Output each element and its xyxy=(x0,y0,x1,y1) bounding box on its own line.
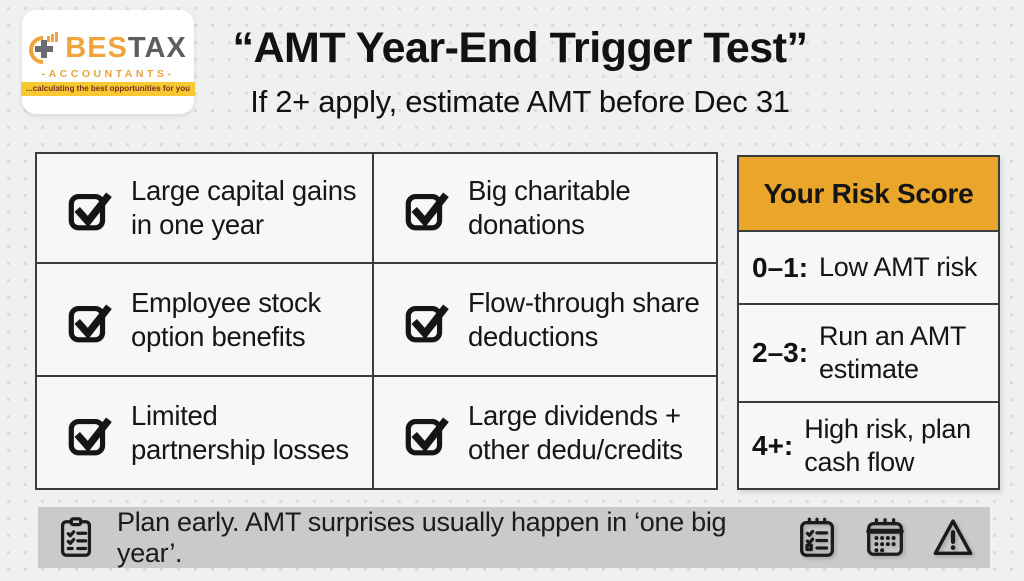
risk-score-label: Low AMT risk xyxy=(819,252,977,283)
bestax-logo-card: BESTAX -ACCOUNTANTS- ...calculating the … xyxy=(21,10,196,114)
checklist-item-label: Large capital gains in one year xyxy=(131,175,357,240)
checked-checkbox-icon xyxy=(405,192,449,231)
bestax-logo-mark xyxy=(29,31,59,64)
risk-score-range: 4+: xyxy=(752,429,794,461)
risk-score-range: 2–3: xyxy=(752,337,809,368)
checklist-item-label: Large dividends + other dedu/credits xyxy=(468,399,683,465)
bestax-logo-row: BESTAX xyxy=(29,31,187,66)
risk-row-high: 4+: High risk, plan cash flow xyxy=(739,403,998,488)
footer-note-bar: Plan early. AMT surprises usually happen… xyxy=(38,507,990,568)
checklist-item-label: Employee stock option benefits xyxy=(131,286,321,352)
checked-checkbox-icon xyxy=(405,303,449,342)
checked-checkbox-icon xyxy=(68,192,112,231)
footer-note-text: Plan early. AMT surprises usually happen… xyxy=(117,506,727,568)
checklist-item-flow-through: Flow-through share deductions xyxy=(374,264,716,377)
checklist-item-label: Limited partnership losses xyxy=(131,399,349,465)
risk-row-medium: 2–3: Run an AMT estimate xyxy=(739,305,998,403)
risk-score-range: 0–1: xyxy=(752,251,809,283)
brand-bes: BES xyxy=(65,32,128,65)
checklist-item-label: Big charitable donations xyxy=(468,175,631,240)
brand-subtext: -ACCOUNTANTS- xyxy=(41,67,175,80)
checked-checkbox-icon xyxy=(405,416,449,455)
checklist-item-label: Flow-through share deductions xyxy=(468,286,700,352)
header: “AMT Year-End Trigger Test” If 2+ apply,… xyxy=(190,24,850,120)
checked-checkbox-icon xyxy=(68,416,112,455)
checklist-item-stock-options: Employee stock option benefits xyxy=(37,264,374,377)
risk-score-label: High risk, plan cash flow xyxy=(804,413,971,477)
brand-tax: TAX xyxy=(127,32,187,65)
trigger-checklist: Large capital gains in one year Big char… xyxy=(35,152,718,490)
checklist-item-dividends-credits: Large dividends + other dedu/credits xyxy=(374,377,716,488)
risk-score-panel: Your Risk Score 0–1: Low AMT risk 2–3: R… xyxy=(737,155,1000,490)
clipboard-list-icon xyxy=(60,516,92,557)
warning-triangle-icon xyxy=(933,518,973,555)
brand-name: BESTAX xyxy=(65,34,187,63)
checklist-item-partnership-losses: Limited partnership losses xyxy=(37,377,374,488)
checklist-item-capital-gains: Large capital gains in one year xyxy=(37,154,374,264)
risk-score-header: Your Risk Score xyxy=(739,157,998,232)
checklist-item-charitable-donations: Big charitable donations xyxy=(374,154,716,264)
page-subtitle: If 2+ apply, estimate AMT before Dec 31 xyxy=(250,84,790,120)
brand-tagline: ...calculating the best opportunities fo… xyxy=(21,82,196,97)
footer-icon-group xyxy=(794,515,976,561)
page-title: “AMT Year-End Trigger Test” xyxy=(232,24,808,72)
risk-score-label: Run an AMT estimate xyxy=(819,321,966,384)
risk-row-low: 0–1: Low AMT risk xyxy=(739,232,998,305)
checklist-notepad-icon xyxy=(800,517,834,557)
calendar-icon xyxy=(866,517,904,556)
checked-checkbox-icon xyxy=(68,303,112,342)
